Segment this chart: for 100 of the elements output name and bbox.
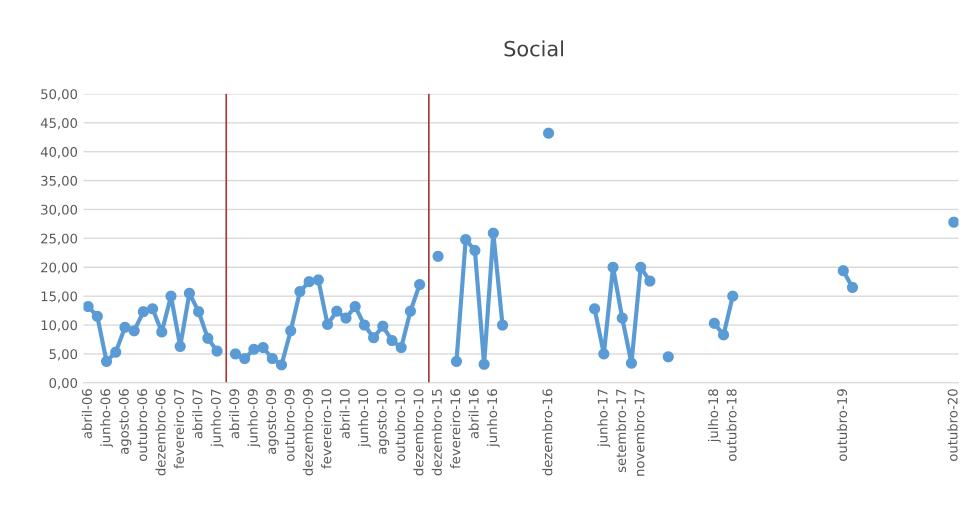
point — [478, 358, 490, 370]
x-tick-label: setembro-17 — [616, 389, 626, 472]
point — [276, 359, 288, 370]
point — [662, 351, 674, 362]
y-tick-label: 25,00 — [41, 234, 78, 245]
point — [248, 344, 260, 355]
x-tick-label: junho-07 — [210, 389, 224, 448]
x-tick-label: junho-17 — [597, 389, 610, 448]
point — [202, 332, 214, 344]
point — [718, 329, 730, 340]
point — [239, 352, 250, 364]
point — [948, 216, 958, 228]
point — [377, 320, 388, 332]
y-tick-label: 40,00 — [40, 146, 78, 158]
point — [294, 286, 306, 298]
point — [322, 318, 334, 330]
point — [266, 352, 278, 364]
y-tick-label: 45,00 — [40, 118, 78, 130]
x-tick-label: agosto-10 — [376, 389, 390, 454]
point — [450, 356, 462, 367]
point — [598, 348, 610, 360]
y-tick-label: 35,00 — [41, 176, 78, 188]
point — [396, 342, 407, 354]
point — [184, 288, 195, 299]
x-tick-label: abril-06 — [82, 389, 92, 438]
x-tick-label: junho-09 — [247, 389, 260, 448]
point — [708, 318, 720, 329]
point — [358, 319, 370, 331]
point — [589, 303, 600, 314]
point — [138, 306, 149, 318]
point — [211, 345, 223, 357]
point — [846, 282, 858, 294]
y-tick-label: 0,00 — [49, 378, 78, 390]
x-tick-label: novembro-17 — [634, 389, 644, 476]
x-tick-label: abril-09 — [229, 389, 240, 438]
x-tick-label: outubro-10 — [394, 389, 406, 461]
point — [414, 279, 426, 290]
x-tick-label: outubro-18 — [726, 389, 737, 461]
point — [386, 335, 398, 346]
y-tick-label: 50,00 — [41, 89, 78, 100]
x-tick-label: agosto-09 — [266, 389, 279, 454]
x-tick-label: junho-06 — [100, 389, 113, 448]
point — [350, 300, 361, 312]
y-tick-label: 10,00 — [42, 320, 78, 332]
x-tick-label: outubro-09 — [284, 389, 295, 461]
x-tick-label: outubro-06 — [136, 389, 148, 461]
point — [460, 234, 472, 246]
point — [635, 262, 646, 273]
point — [258, 342, 269, 354]
x-tick-label: dezembro-16 — [542, 389, 552, 476]
x-tick-label: abril-10 — [340, 389, 350, 438]
x-tick-label: junho-16 — [486, 389, 500, 448]
point — [727, 290, 738, 302]
point — [165, 290, 177, 302]
point — [128, 325, 140, 336]
point — [285, 325, 296, 336]
point — [304, 276, 315, 288]
point — [156, 326, 168, 338]
x-tick-label: julho-18 — [708, 389, 721, 443]
point — [496, 319, 508, 331]
x-tick-label: abril-07 — [192, 389, 202, 438]
x-tick-label: abril-16 — [468, 389, 479, 438]
point — [616, 312, 628, 324]
x-tick-label: outubro-20 — [947, 389, 958, 461]
point — [331, 306, 342, 317]
point — [404, 306, 416, 317]
point — [230, 348, 242, 360]
point — [543, 128, 554, 139]
point — [432, 250, 444, 262]
point — [312, 274, 324, 286]
x-tick-label: dezembro-10 — [413, 389, 424, 476]
x-tick-label: outubro-19 — [836, 389, 848, 461]
y-tick-label: 5,00 — [50, 349, 78, 360]
y-tick-label: 30,00 — [41, 204, 78, 216]
point — [607, 262, 619, 273]
x-tick-label: fevereiro-07 — [174, 389, 184, 469]
x-tick-label: junho-10 — [358, 389, 371, 448]
point — [488, 228, 499, 239]
point — [469, 244, 480, 256]
point — [838, 265, 849, 276]
point — [84, 300, 94, 312]
x-tick-label: dezembro-15 — [432, 390, 442, 476]
y-tick-label: 15,00 — [42, 291, 78, 303]
point — [626, 358, 638, 369]
point — [368, 332, 380, 344]
y-tick-label: 20,00 — [41, 262, 78, 274]
x-tick-label: dezembro-09 — [302, 389, 313, 476]
x-tick-label: dezembro-06 — [155, 389, 166, 476]
point — [119, 322, 131, 333]
point — [92, 310, 103, 322]
point — [110, 346, 122, 358]
x-tick-label: fevereiro-10 — [321, 389, 332, 469]
point — [644, 276, 656, 287]
point — [100, 356, 112, 367]
x-tick-label: agosto-06 — [118, 389, 132, 454]
x-tick-label: fevereiro-16 — [450, 389, 460, 469]
chart-title: Social — [504, 40, 563, 57]
point — [340, 312, 352, 324]
point — [147, 303, 158, 314]
point — [193, 306, 204, 318]
